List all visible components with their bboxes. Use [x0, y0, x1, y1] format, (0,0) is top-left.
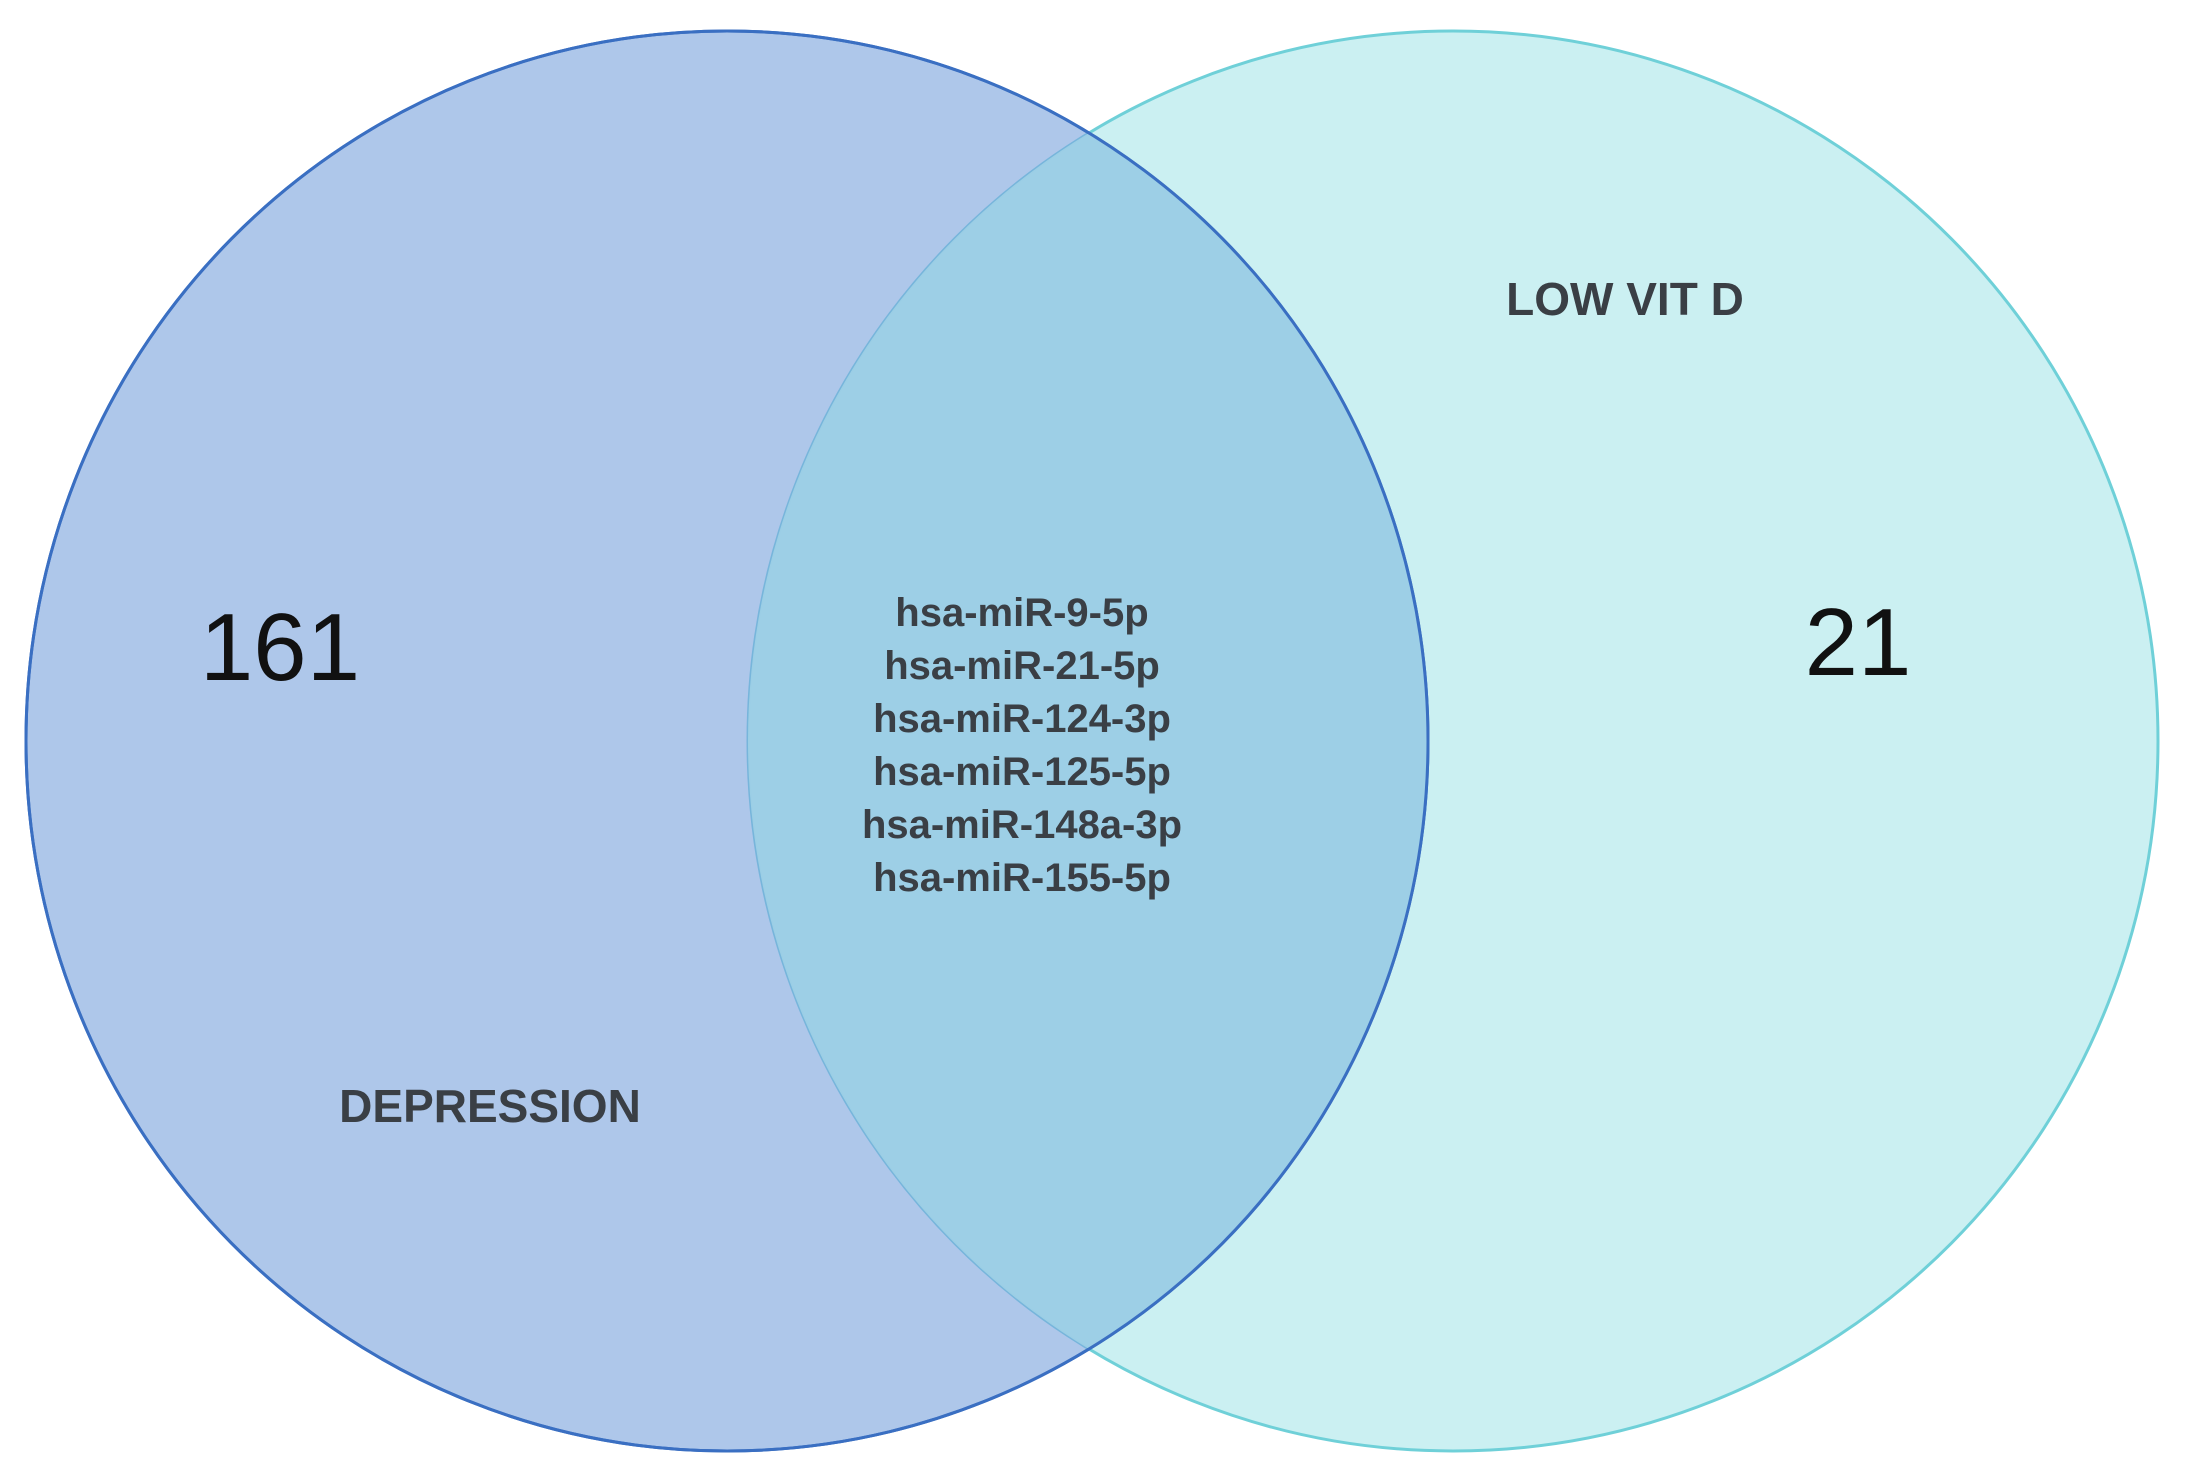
intersection-item: hsa-miR-125-5p — [873, 750, 1171, 794]
intersection-item: hsa-miR-148a-3p — [862, 803, 1182, 847]
low-vit-d-set-label: LOW VIT D — [1506, 273, 1744, 325]
intersection-item: hsa-miR-21-5p — [884, 644, 1160, 688]
intersection-item: hsa-miR-155-5p — [873, 856, 1171, 900]
intersection-item: hsa-miR-124-3p — [873, 697, 1171, 741]
intersection-region — [748, 31, 1428, 1451]
intersection-item: hsa-miR-9-5p — [895, 591, 1148, 635]
low-vit-d-count: 21 — [1805, 589, 1912, 696]
set-depression-outline — [24, 29, 1430, 1453]
depression-count: 161 — [200, 594, 360, 701]
depression-set-label: DEPRESSION — [339, 1080, 641, 1132]
intersection-list: hsa-miR-9-5p hsa-miR-21-5p hsa-miR-124-3… — [862, 591, 1182, 900]
